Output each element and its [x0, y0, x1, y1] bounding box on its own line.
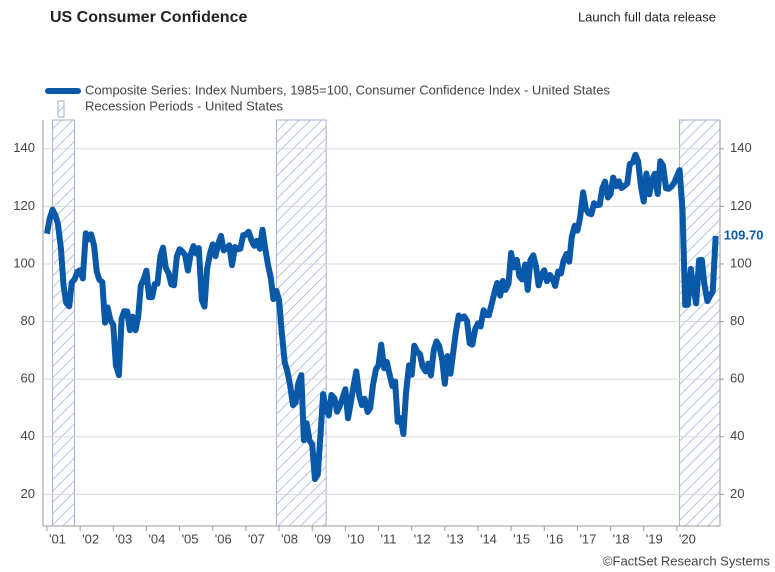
y-tick-label: 60: [21, 371, 35, 386]
x-tick-label: '02: [82, 531, 99, 546]
x-tick-label: '08: [281, 531, 298, 546]
x-tick-label: '15: [513, 531, 530, 546]
series-line: [44, 151, 719, 483]
y-tick-label: 40: [21, 428, 35, 443]
y2-tick-label: 120: [730, 198, 752, 213]
x-tick-label: '03: [115, 531, 132, 546]
x-tick-label: '20: [679, 531, 696, 546]
x-tick-label: '09: [314, 531, 331, 546]
y-tick-label: 120: [13, 198, 35, 213]
source: ©FactSet Research Systems: [603, 553, 771, 568]
y2-tick-label: 100: [730, 255, 752, 270]
y2-tick-label: 60: [730, 371, 744, 386]
x-tick-label: '05: [182, 531, 199, 546]
legend-label: Composite Series: Index Numbers, 1985=10…: [85, 82, 610, 97]
x-tick-label: '07: [248, 531, 265, 546]
x-tick-label: '06: [215, 531, 232, 546]
x-tick-label: '13: [447, 531, 464, 546]
x-tick-label: '11: [381, 531, 397, 546]
y2-tick-label: 80: [730, 313, 744, 328]
x-tick-label: '17: [579, 531, 596, 546]
y-tick-label: 140: [13, 140, 35, 155]
y-tick-label: 80: [21, 313, 35, 328]
end-label: 109.70: [724, 227, 764, 242]
x-tick-label: '01: [49, 531, 66, 546]
x-tick-label: '10: [347, 531, 364, 546]
y2-tick-label: 140: [730, 140, 752, 155]
x-tick-label: '16: [546, 531, 563, 546]
y2-tick-label: 40: [730, 428, 744, 443]
chart-title: US Consumer Confidence: [50, 9, 247, 26]
y-tick-label: 20: [21, 486, 35, 501]
x-tick-label: '19: [646, 531, 663, 546]
recession-band: [679, 119, 721, 527]
x-tick-label: '18: [613, 531, 630, 546]
x-tick-label: '14: [480, 531, 497, 546]
x-tick-label: '12: [414, 531, 431, 546]
recession-band: [52, 119, 75, 527]
y-tick-label: 100: [13, 255, 35, 270]
legend-label: Recession Periods - United States: [85, 98, 283, 113]
x-tick-label: '04: [148, 531, 165, 546]
launch-link[interactable]: Launch full data release: [578, 9, 716, 24]
legend-swatch-recession: [57, 100, 65, 118]
y2-tick-label: 20: [730, 486, 744, 501]
